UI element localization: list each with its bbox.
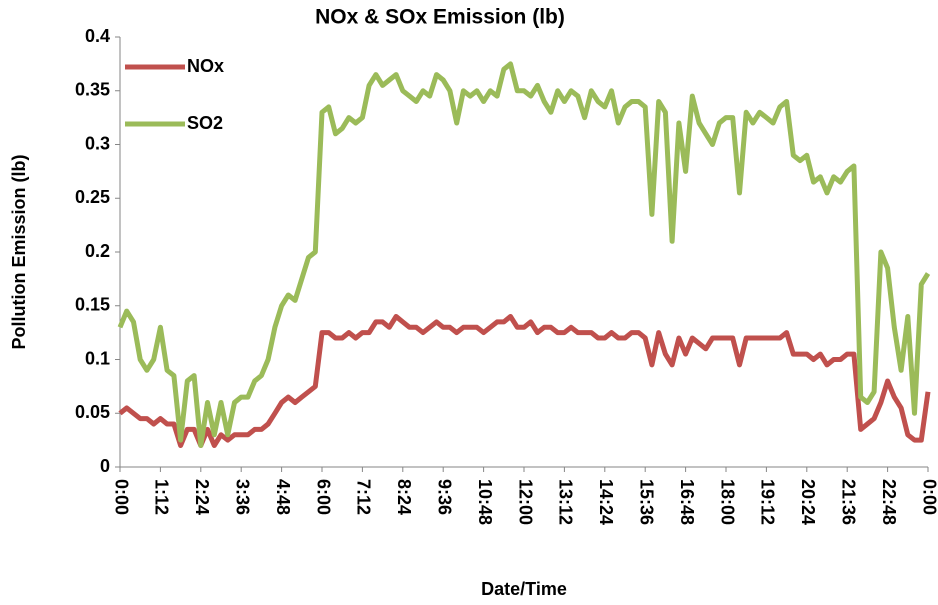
y-tick-label: 0.4	[85, 26, 110, 46]
x-tick-label: 18:00	[717, 479, 737, 525]
y-tick-label: 0.35	[75, 80, 110, 100]
y-tick-label: 0.25	[75, 187, 110, 207]
x-tick-label: 0:00	[919, 479, 938, 515]
x-tick-label: 19:12	[758, 479, 778, 525]
y-tick-label: 0.2	[85, 241, 110, 261]
x-tick-label: 14:24	[596, 479, 616, 525]
legend-label: SO2	[187, 113, 223, 133]
x-tick-label: 21:36	[838, 479, 858, 525]
x-tick-label: 13:12	[556, 479, 576, 525]
x-tick-label: 2:24	[192, 479, 212, 515]
y-tick-label: 0	[100, 456, 110, 476]
y-tick-label: 0.1	[85, 348, 110, 368]
x-tick-label: 0:00	[111, 479, 131, 515]
x-tick-label: 22:48	[879, 479, 899, 525]
x-tick-label: 8:24	[394, 479, 414, 515]
x-axis-label: Date/Time	[481, 579, 567, 599]
x-tick-label: 16:48	[677, 479, 697, 525]
y-tick-label: 0.15	[75, 295, 110, 315]
x-tick-label: 20:24	[798, 479, 818, 525]
x-tick-label: 6:00	[313, 479, 333, 515]
x-tick-label: 15:36	[636, 479, 656, 525]
y-tick-label: 0.05	[75, 402, 110, 422]
legend-label: NOx	[187, 56, 224, 76]
x-tick-label: 7:12	[354, 479, 374, 515]
x-tick-label: 10:48	[475, 479, 495, 525]
x-tick-label: 1:12	[152, 479, 172, 515]
x-tick-label: 4:48	[273, 479, 293, 515]
chart-title: NOx & SOx Emission (lb)	[315, 6, 565, 29]
x-tick-label: 3:36	[232, 479, 252, 515]
series-line	[118, 314, 931, 448]
x-tick-label: 9:36	[434, 479, 454, 515]
y-tick-label: 0.3	[85, 133, 110, 153]
x-tick-label: 12:00	[515, 479, 535, 525]
y-axis-label: Pollution Emission (lb)	[9, 155, 29, 350]
series-line	[117, 61, 931, 448]
